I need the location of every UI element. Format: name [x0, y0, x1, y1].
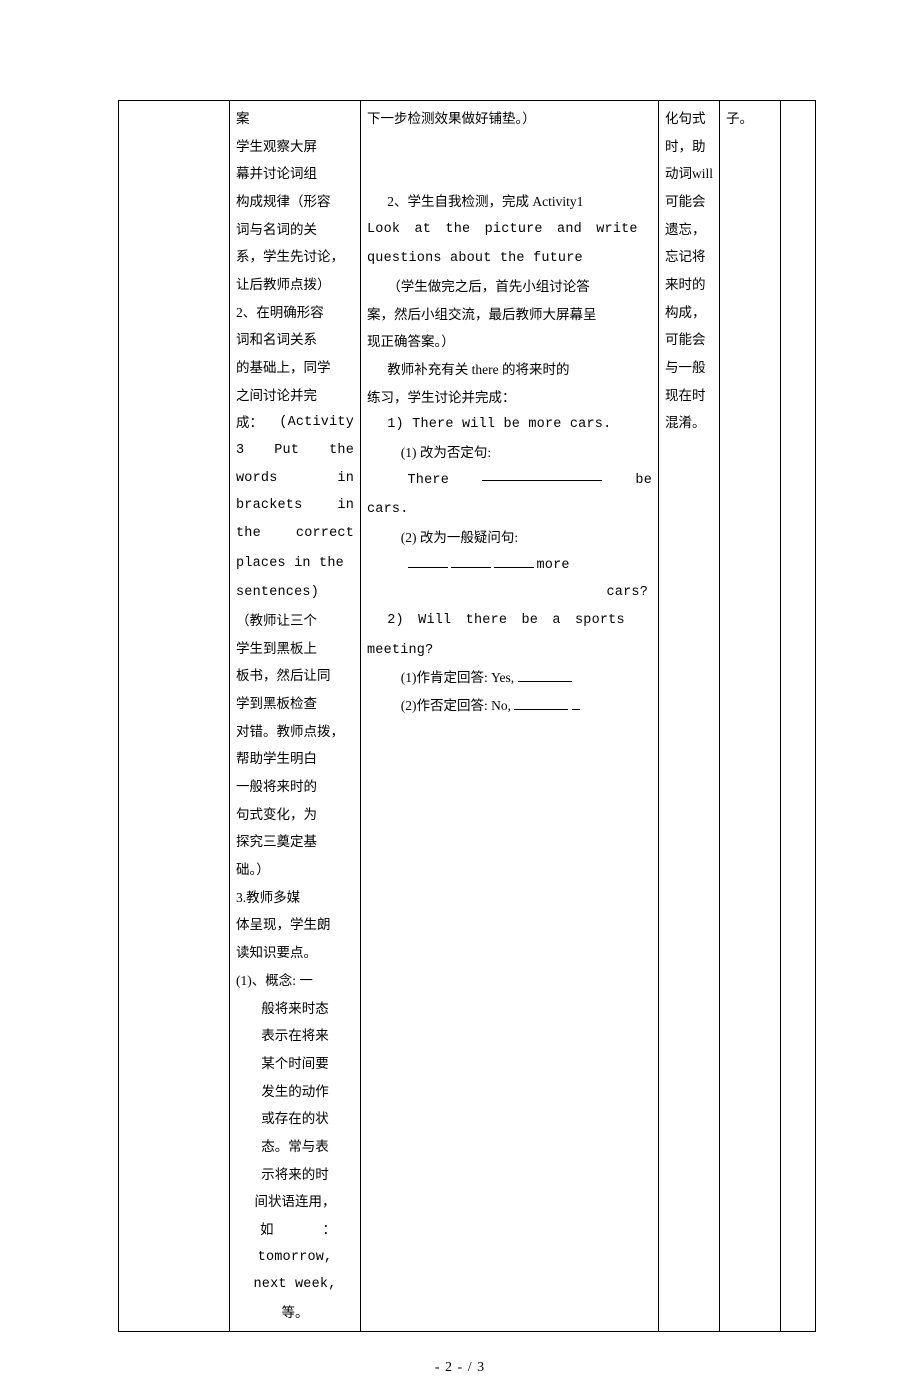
text: words [236, 465, 278, 493]
text: 下一步检测效果做好铺垫。） [367, 111, 536, 126]
text: 态。常与表 [236, 1133, 354, 1161]
text: 现正确答案。） [367, 334, 455, 349]
text: be [635, 467, 652, 495]
text: 案，然后小组交流，最后教师大屏幕呈 [367, 307, 597, 322]
text: 体呈现，学生朗 [236, 917, 331, 932]
text: 般将来时态 [236, 995, 354, 1023]
cell-col6 [781, 101, 816, 1332]
page: 案 学生观察大屏 幕并讨论词组 构成规律（形容 词与名词的关 系，学生先讨论， … [0, 0, 920, 1376]
text: 练习，学生讨论并完成： [367, 390, 516, 405]
text: cars? [367, 579, 652, 607]
fill-blank[interactable] [494, 553, 534, 568]
text: 教师补充有关 there 的将来时的 [387, 362, 569, 377]
text: 某个时间要 [236, 1050, 354, 1078]
text: brackets [236, 492, 302, 520]
text: （教师让三个 [236, 613, 317, 628]
text: 化句式时，助动词will可能会遗忘，忘记将来时的构成，可能会与一般现在时混淆。 [665, 111, 713, 430]
text: more [537, 558, 570, 573]
text: next week, [236, 1271, 354, 1299]
text: 等。 [236, 1299, 354, 1327]
text: 础。） [236, 862, 270, 877]
text: 3 [236, 437, 244, 465]
text: (1)作肯定回答: Yes, [401, 670, 514, 685]
text: cars. [367, 502, 409, 517]
text: Put [274, 437, 299, 465]
cell-col1 [119, 101, 230, 1332]
text: (2)作否定回答: No, [401, 698, 511, 713]
text: （学生做完之后，首先小组讨论答 [387, 279, 590, 294]
text: 或存在的状 [236, 1105, 354, 1133]
text: 3.教师多媒 [236, 890, 300, 905]
text: (Activity [279, 409, 354, 437]
text: 1) There will be more cars. [387, 417, 611, 432]
text: 学到黑板检查 [236, 696, 317, 711]
text: 成： [236, 409, 263, 437]
text: the [329, 437, 354, 465]
text: 词和名词关系 [236, 332, 317, 347]
page-footer: - 2 - / 3 [118, 1360, 802, 1376]
text: 子。 [726, 111, 753, 126]
text: 一般将来时的 [236, 779, 317, 794]
fill-blank[interactable] [408, 553, 448, 568]
text: 如 [260, 1216, 274, 1244]
text: 2、在明确形容 [236, 305, 324, 320]
text: 幕并讨论词组 [236, 166, 317, 181]
fill-blank[interactable] [518, 668, 572, 683]
text: ： [323, 1216, 337, 1244]
text: (1)、概念: 一 [236, 973, 313, 988]
text: 学生观察大屏 [236, 139, 317, 154]
cell-col4: 化句式时，助动词will可能会遗忘，忘记将来时的构成，可能会与一般现在时混淆。 [659, 101, 720, 1332]
text: 词与名词的关 [236, 222, 317, 237]
text: 发生的动作 [236, 1078, 354, 1106]
text: correct [296, 520, 354, 548]
fill-blank[interactable] [482, 467, 602, 482]
text: Look at the picture and write [367, 216, 652, 244]
text: the [236, 520, 261, 548]
text: sentences) [236, 585, 319, 600]
text: questions about the future [367, 251, 583, 266]
text: 的基础上，同学 [236, 360, 331, 375]
text: 探究三奠定基 [236, 834, 317, 849]
text: 示将来的时 [236, 1161, 354, 1189]
text: (2) 改为一般疑问句: [401, 530, 518, 545]
page-number: - 2 - / 3 [435, 1360, 485, 1375]
cell-col3: 下一步检测效果做好铺垫。） 2、学生自我检测，完成 Activity1 Look… [361, 101, 659, 1332]
fill-blank[interactable] [451, 553, 491, 568]
text: meeting? [367, 643, 433, 658]
text: 之间讨论并完 [236, 388, 317, 403]
text: There [408, 467, 450, 495]
text: in [337, 465, 354, 493]
fill-blank[interactable] [572, 696, 580, 711]
text: 板书，然后让同 [236, 668, 331, 683]
text: in [337, 492, 354, 520]
text: 对错。教师点拨， [236, 724, 344, 739]
table-row: 案 学生观察大屏 幕并讨论词组 构成规律（形容 词与名词的关 系，学生先讨论， … [119, 101, 816, 1332]
text: 表示在将来 [236, 1022, 354, 1050]
text: 学生到黑板上 [236, 641, 317, 656]
text: tomorrow, [236, 1244, 354, 1272]
cell-col5: 子。 [720, 101, 781, 1332]
text: 构成规律（形容 [236, 194, 331, 209]
text: (1) 改为否定句: [401, 445, 491, 460]
text: 让后教师点拨） [236, 277, 331, 292]
text: 间状语连用， [236, 1188, 354, 1216]
text: 2) Will there be a sports [387, 613, 625, 628]
text: 句式变化，为 [236, 807, 317, 822]
fill-blank[interactable] [514, 696, 568, 711]
text: 2、学生自我检测，完成 Activity1 [387, 194, 583, 209]
text: 读知识要点。 [236, 945, 317, 960]
text: 案 [236, 111, 250, 126]
text: places in the [236, 556, 344, 571]
text: 系，学生先讨论， [236, 249, 344, 264]
text: 帮助学生明白 [236, 751, 317, 766]
lesson-table: 案 学生观察大屏 幕并讨论词组 构成规律（形容 词与名词的关 系，学生先讨论， … [118, 100, 816, 1332]
cell-col2: 案 学生观察大屏 幕并讨论词组 构成规律（形容 词与名词的关 系，学生先讨论， … [230, 101, 361, 1332]
